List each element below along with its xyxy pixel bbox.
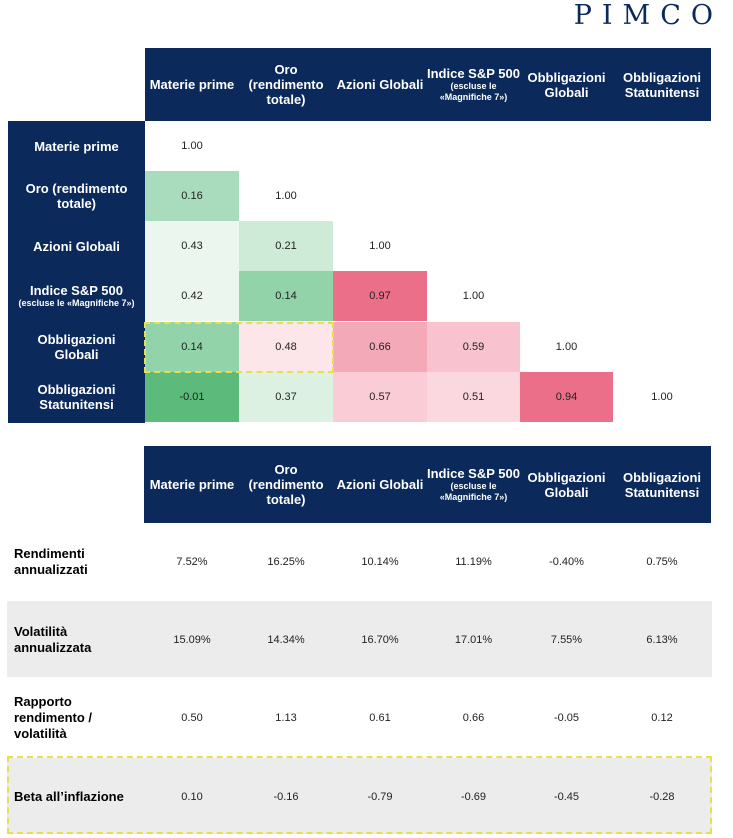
stats-col-header-main: Materie prime xyxy=(149,477,235,492)
stats-highlight-box xyxy=(7,756,712,834)
corr-row-header-main: Obbligazioni Globali xyxy=(37,332,116,362)
corr-cell-r4-c3: 0.59 xyxy=(427,322,520,372)
corr-col-header-0: Materie prime xyxy=(145,48,239,121)
stats-col-header-main: Oro (rendimento totale) xyxy=(248,462,324,507)
corr-cell-r1-c1: 1.00 xyxy=(239,171,333,221)
corr-row-header-sub: (escluse le «Magnifiche 7») xyxy=(18,298,135,308)
stats-cell-r1-c1: 14.34% xyxy=(267,633,305,646)
corr-row-header-main: Materie prime xyxy=(34,138,119,154)
corr-cell-r3-c1: 0.14 xyxy=(239,271,333,321)
corr-col-header-1: Oro (rendimento totale) xyxy=(239,48,333,121)
corr-row-header-main: Obbligazioni Statunitensi xyxy=(37,382,116,412)
corr-col-header-main: Obbligazioni Globali xyxy=(527,69,606,100)
corr-col-header-main: Indice S&P 500 xyxy=(427,66,520,81)
stats-col-header-4: Obbligazioni Globali xyxy=(520,446,613,523)
corr-cell-r4-c4: 1.00 xyxy=(520,322,613,372)
corr-col-header-main: Obbligazioni Statunitensi xyxy=(623,69,701,100)
stats-cell-r1-c2: 16.70% xyxy=(361,633,399,646)
corr-row-header-4: Obbligazioni Globali xyxy=(8,322,145,372)
stats-col-header-5: Obbligazioni Statunitensi xyxy=(613,446,711,523)
stats-cell-r3-c1: -0.16 xyxy=(273,790,299,803)
stats-row-label-3: Beta all’inflazione xyxy=(14,788,124,804)
corr-row-header-main: Azioni Globali xyxy=(33,238,120,254)
corr-cell-r3-c3: 1.00 xyxy=(427,271,520,321)
corr-cell-r4-c1: 0.48 xyxy=(239,322,333,372)
stats-cell-r0-c5: 0.75% xyxy=(646,555,678,568)
corr-cell-r2-c0: 0.43 xyxy=(145,221,239,271)
stats-cell-r3-c4: -0.45 xyxy=(553,790,580,803)
stats-cell-r2-c3: 0.66 xyxy=(462,711,485,724)
corr-cell-r5-c2: 0.57 xyxy=(333,372,427,422)
corr-row-header-main: Oro (rendimento totale) xyxy=(25,181,128,211)
stats-cell-r2-c5: 0.12 xyxy=(651,711,673,724)
stats-cell-r3-c2: -0.79 xyxy=(367,790,393,803)
corr-cell-r3-c2: 0.97 xyxy=(333,271,427,321)
stats-col-header-main: Obbligazioni Statunitensi xyxy=(623,469,701,500)
corr-cell-r5-c0: -0.01 xyxy=(145,372,239,422)
stats-col-header-main: Obbligazioni Globali xyxy=(527,469,606,500)
corr-cell-r5-c3: 0.51 xyxy=(427,372,520,422)
stats-cell-r0-c3: 11.19% xyxy=(455,555,492,568)
corr-row-header-1: Oro (rendimento totale) xyxy=(8,171,145,221)
corr-cell-r5-c1: 0.37 xyxy=(239,372,333,422)
corr-row-header-2: Azioni Globali xyxy=(8,221,145,271)
stats-cell-r1-c3: 17.01% xyxy=(454,633,493,646)
corr-col-header-2: Azioni Globali xyxy=(333,48,427,121)
corr-cell-r4-c0: 0.14 xyxy=(145,322,239,372)
stats-cell-r0-c0: 7.52% xyxy=(176,555,208,568)
stats-cell-r0-c4: -0.40% xyxy=(549,555,584,568)
corr-cell-r5-c4: 0.94 xyxy=(520,372,613,422)
stats-cell-r1-c5: 6.13% xyxy=(646,633,678,646)
corr-row-header-5: Obbligazioni Statunitensi xyxy=(8,372,145,422)
corr-cell-r1-c0: 0.16 xyxy=(145,171,239,221)
correlation-highlight-box xyxy=(144,322,334,373)
stats-cell-r3-c3: -0.69 xyxy=(460,790,487,803)
corr-row-header-0: Materie prime xyxy=(8,121,145,171)
stats-band-volatility xyxy=(7,601,712,677)
stats-cell-r2-c0: 0.50 xyxy=(181,711,203,724)
stats-col-header-1: Oro (rendimento totale) xyxy=(239,446,333,523)
stats-cell-r1-c0: 15.09% xyxy=(173,633,211,646)
corr-cell-r2-c2: 1.00 xyxy=(333,221,427,271)
corr-col-header-main: Materie prime xyxy=(149,77,235,92)
stats-cell-r2-c2: 0.61 xyxy=(369,711,391,724)
stats-cell-r2-c1: 1.13 xyxy=(275,711,297,724)
stats-cell-r0-c2: 10.14% xyxy=(361,555,399,568)
stats-col-header-main: Azioni Globali xyxy=(336,477,424,492)
stats-row-label-1: Volatilità annualizzata xyxy=(14,623,92,655)
stats-cell-r3-c5: -0.28 xyxy=(649,790,675,803)
corr-col-header-3: Indice S&P 500 (escluse le «Magnifiche 7»… xyxy=(427,48,520,121)
corr-col-header-main: Oro (rendimento totale) xyxy=(248,62,324,107)
stats-cell-r3-c0: 0.10 xyxy=(181,790,203,803)
corr-col-header-4: Obbligazioni Globali xyxy=(520,48,613,121)
corr-row-header-main: Indice S&P 500 xyxy=(30,283,123,298)
corr-cell-r4-c2: 0.66 xyxy=(333,322,427,372)
stats-cell-r0-c1: 16.25% xyxy=(267,555,305,568)
stats-band-beta xyxy=(7,758,712,834)
stats-col-header-0: Materie prime xyxy=(145,446,239,523)
stats-col-header-main: Indice S&P 500 xyxy=(427,466,520,481)
stats-row-label-2: Rapporto rendimento / volatilità xyxy=(14,693,93,741)
stats-row-label-0: Rendimenti annualizzati xyxy=(14,545,88,577)
stats-cell-r2-c4: -0.05 xyxy=(553,711,580,724)
corr-cell-r3-c0: 0.42 xyxy=(145,271,239,321)
stats-cell-r1-c4: 7.55% xyxy=(550,633,583,646)
corr-row-header-3: Indice S&P 500 (escluse le «Magnifiche 7»… xyxy=(8,271,145,321)
stats-col-header-sub: (escluse le «Magnifiche 7») xyxy=(439,481,508,502)
stats-col-header-3: Indice S&P 500 (escluse le «Magnifiche 7»… xyxy=(427,446,520,523)
corr-col-header-5: Obbligazioni Statunitensi xyxy=(613,48,711,121)
corr-col-header-main: Azioni Globali xyxy=(336,77,424,92)
corr-col-header-sub: (escluse le «Magnifiche 7») xyxy=(439,81,508,102)
pimco-logo: PIMCO xyxy=(573,0,723,31)
stats-col-header-2: Azioni Globali xyxy=(333,446,427,523)
corr-cell-r0-c0: 1.00 xyxy=(145,121,239,171)
corr-cell-r5-c5: 1.00 xyxy=(613,372,711,422)
corr-cell-r2-c1: 0.21 xyxy=(239,221,333,271)
